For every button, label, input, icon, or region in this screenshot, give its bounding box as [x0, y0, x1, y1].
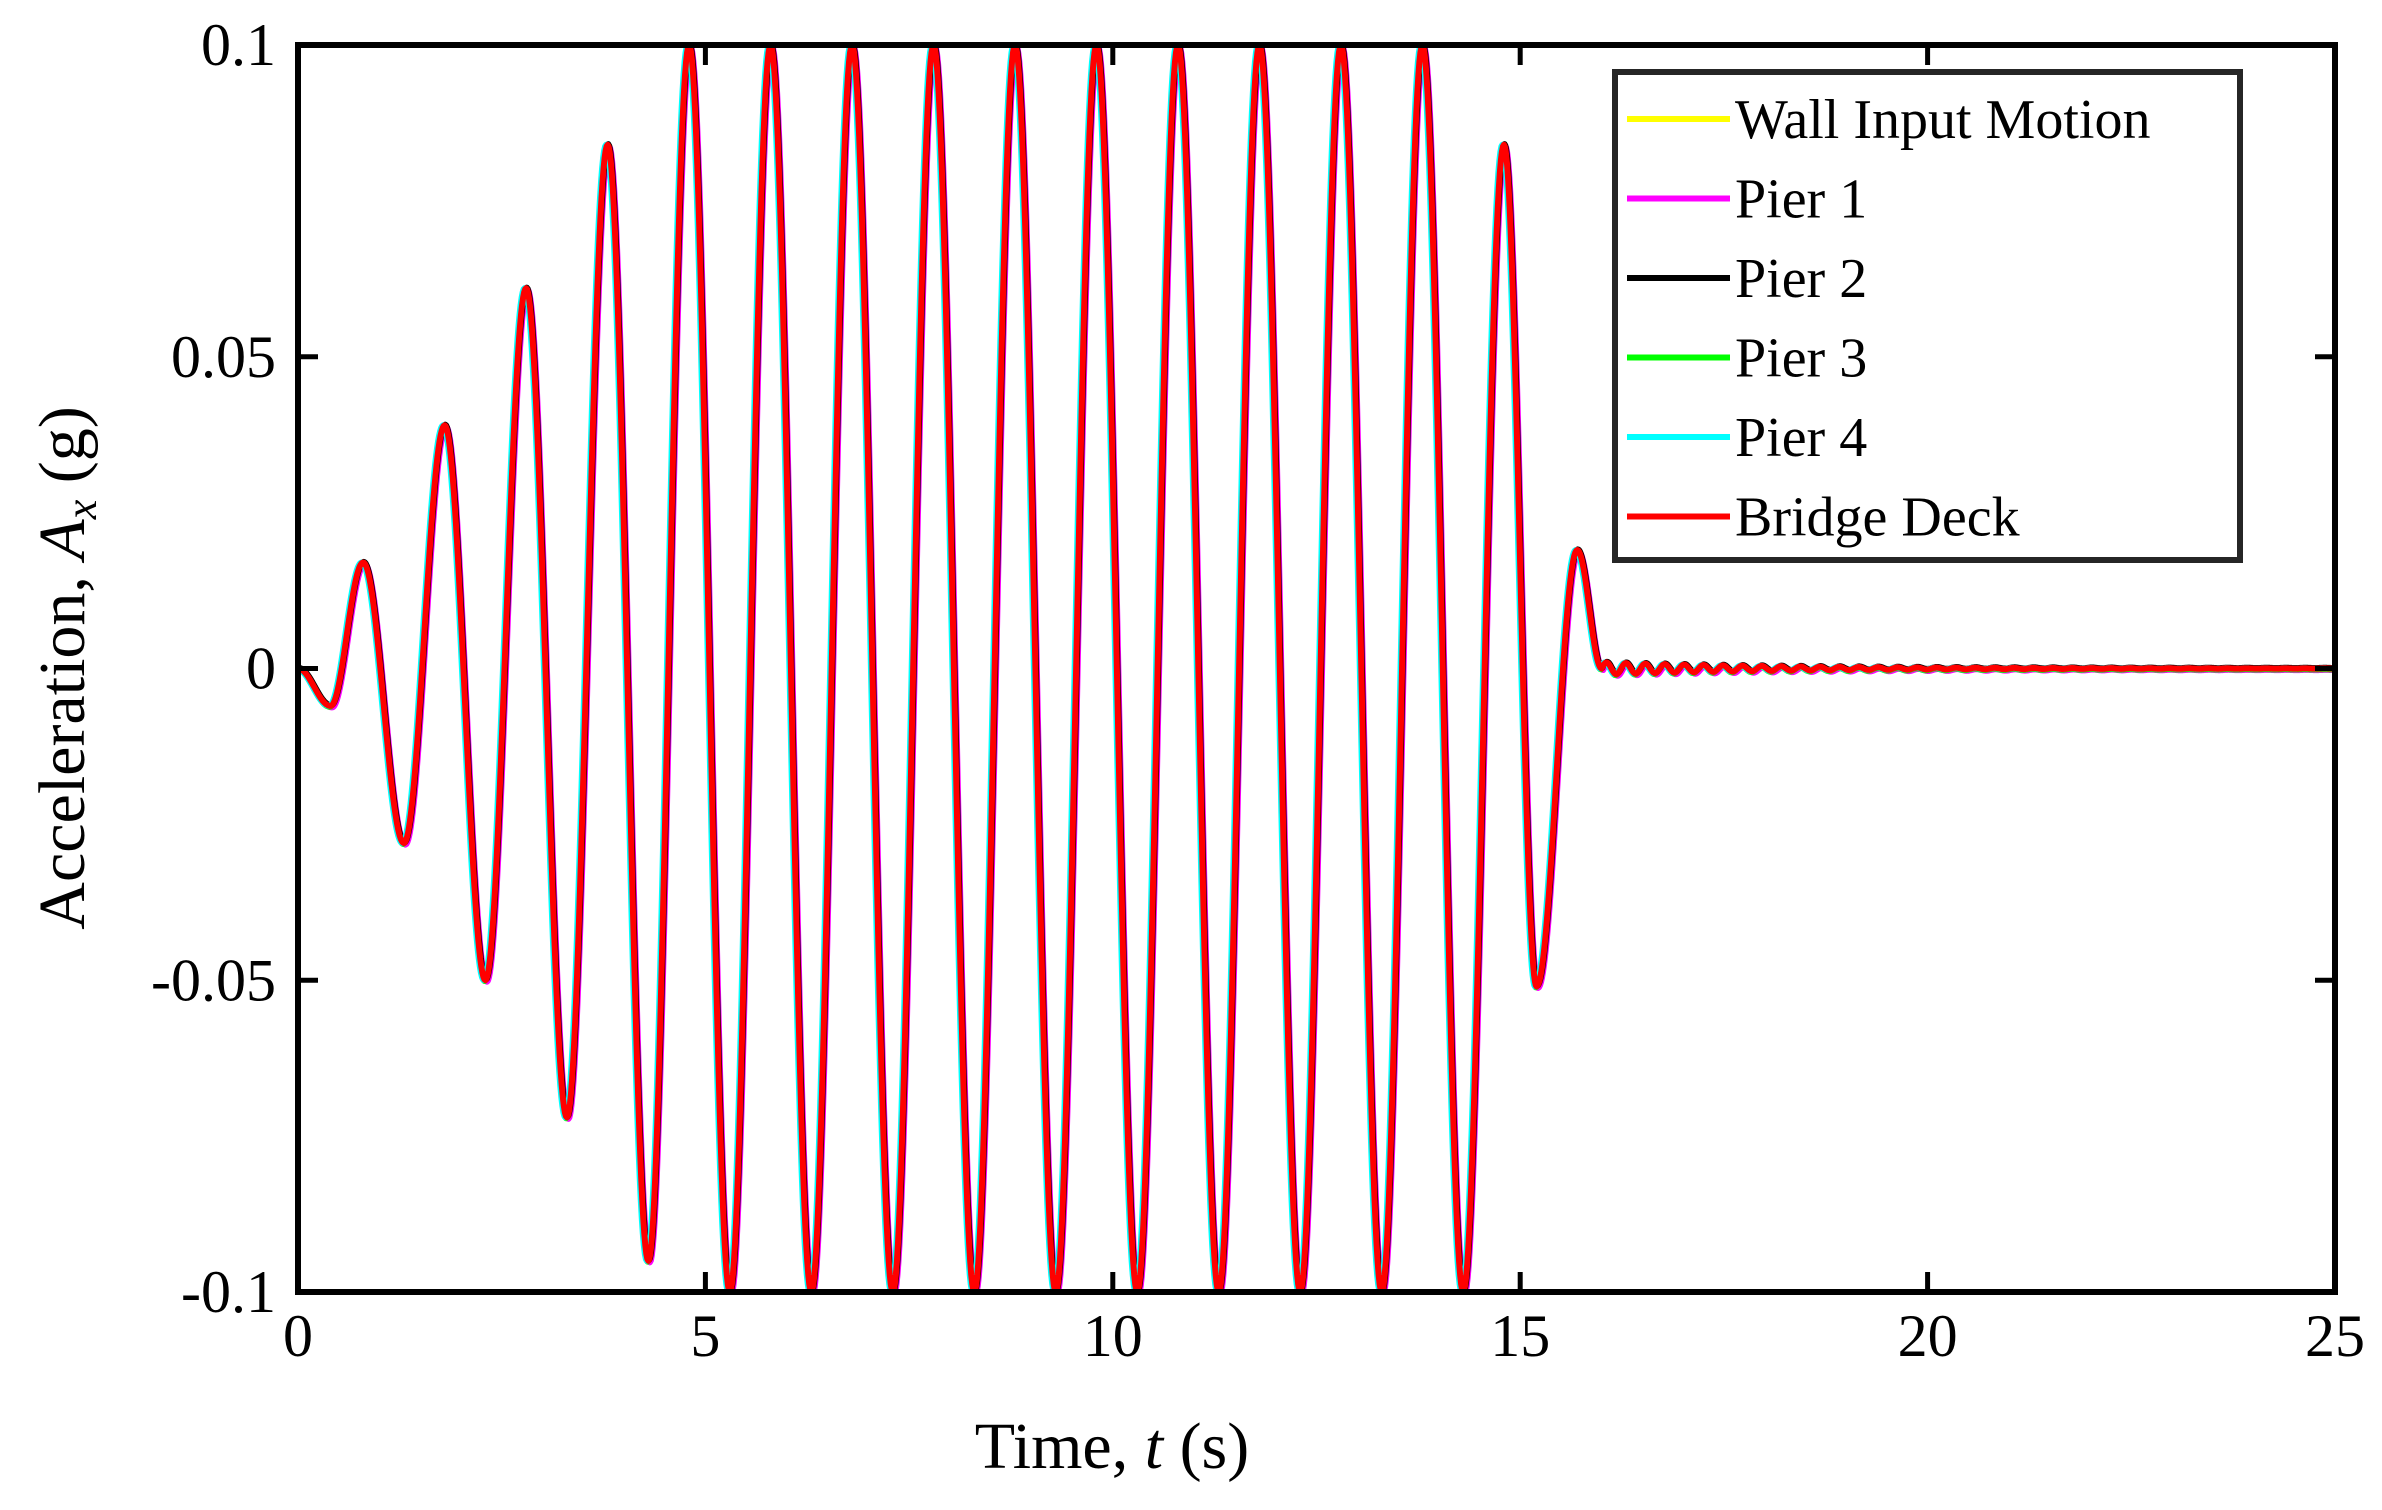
- legend-label: Pier 3: [1735, 328, 1867, 390]
- x-tick-label: 5: [690, 1303, 720, 1369]
- y-tick-label: 0: [246, 636, 276, 702]
- legend-label: Bridge Deck: [1735, 487, 2020, 549]
- y-tick-label: 0.1: [201, 12, 276, 78]
- y-axis-label: Acceleration, Ax (g): [26, 406, 106, 929]
- series-line-bridge-deck: [298, 45, 2335, 1292]
- x-axis-label: Time, t (s): [975, 1410, 1249, 1483]
- x-tick-label: 10: [1083, 1303, 1143, 1369]
- legend-label: Wall Input Motion: [1735, 89, 2150, 151]
- legend-label: Pier 1: [1735, 169, 1867, 231]
- y-tick-label: 0.05: [171, 324, 276, 390]
- x-tick-label: 25: [2305, 1303, 2365, 1369]
- legend-label: Pier 4: [1735, 407, 1867, 469]
- legend-box: [1612, 69, 2243, 563]
- legend: Wall Input Motion Pier 1 Pier 2 Pier 3 Pier …: [1612, 69, 2243, 563]
- axis-ticks: [295, 42, 2338, 1295]
- tick-labels: 0 5 10 15 20 25 -0.1 -0.05 0 0.05 0.1: [151, 12, 2365, 1369]
- x-tick-label: 20: [1898, 1303, 1958, 1369]
- y-tick-label: -0.05: [151, 947, 276, 1013]
- y-tick-label: -0.1: [181, 1259, 276, 1325]
- x-tick-label: 0: [283, 1303, 313, 1369]
- x-tick-label: 15: [1490, 1303, 1550, 1369]
- plot-lines: [298, 45, 2335, 1292]
- legend-label: Pier 2: [1735, 248, 1867, 310]
